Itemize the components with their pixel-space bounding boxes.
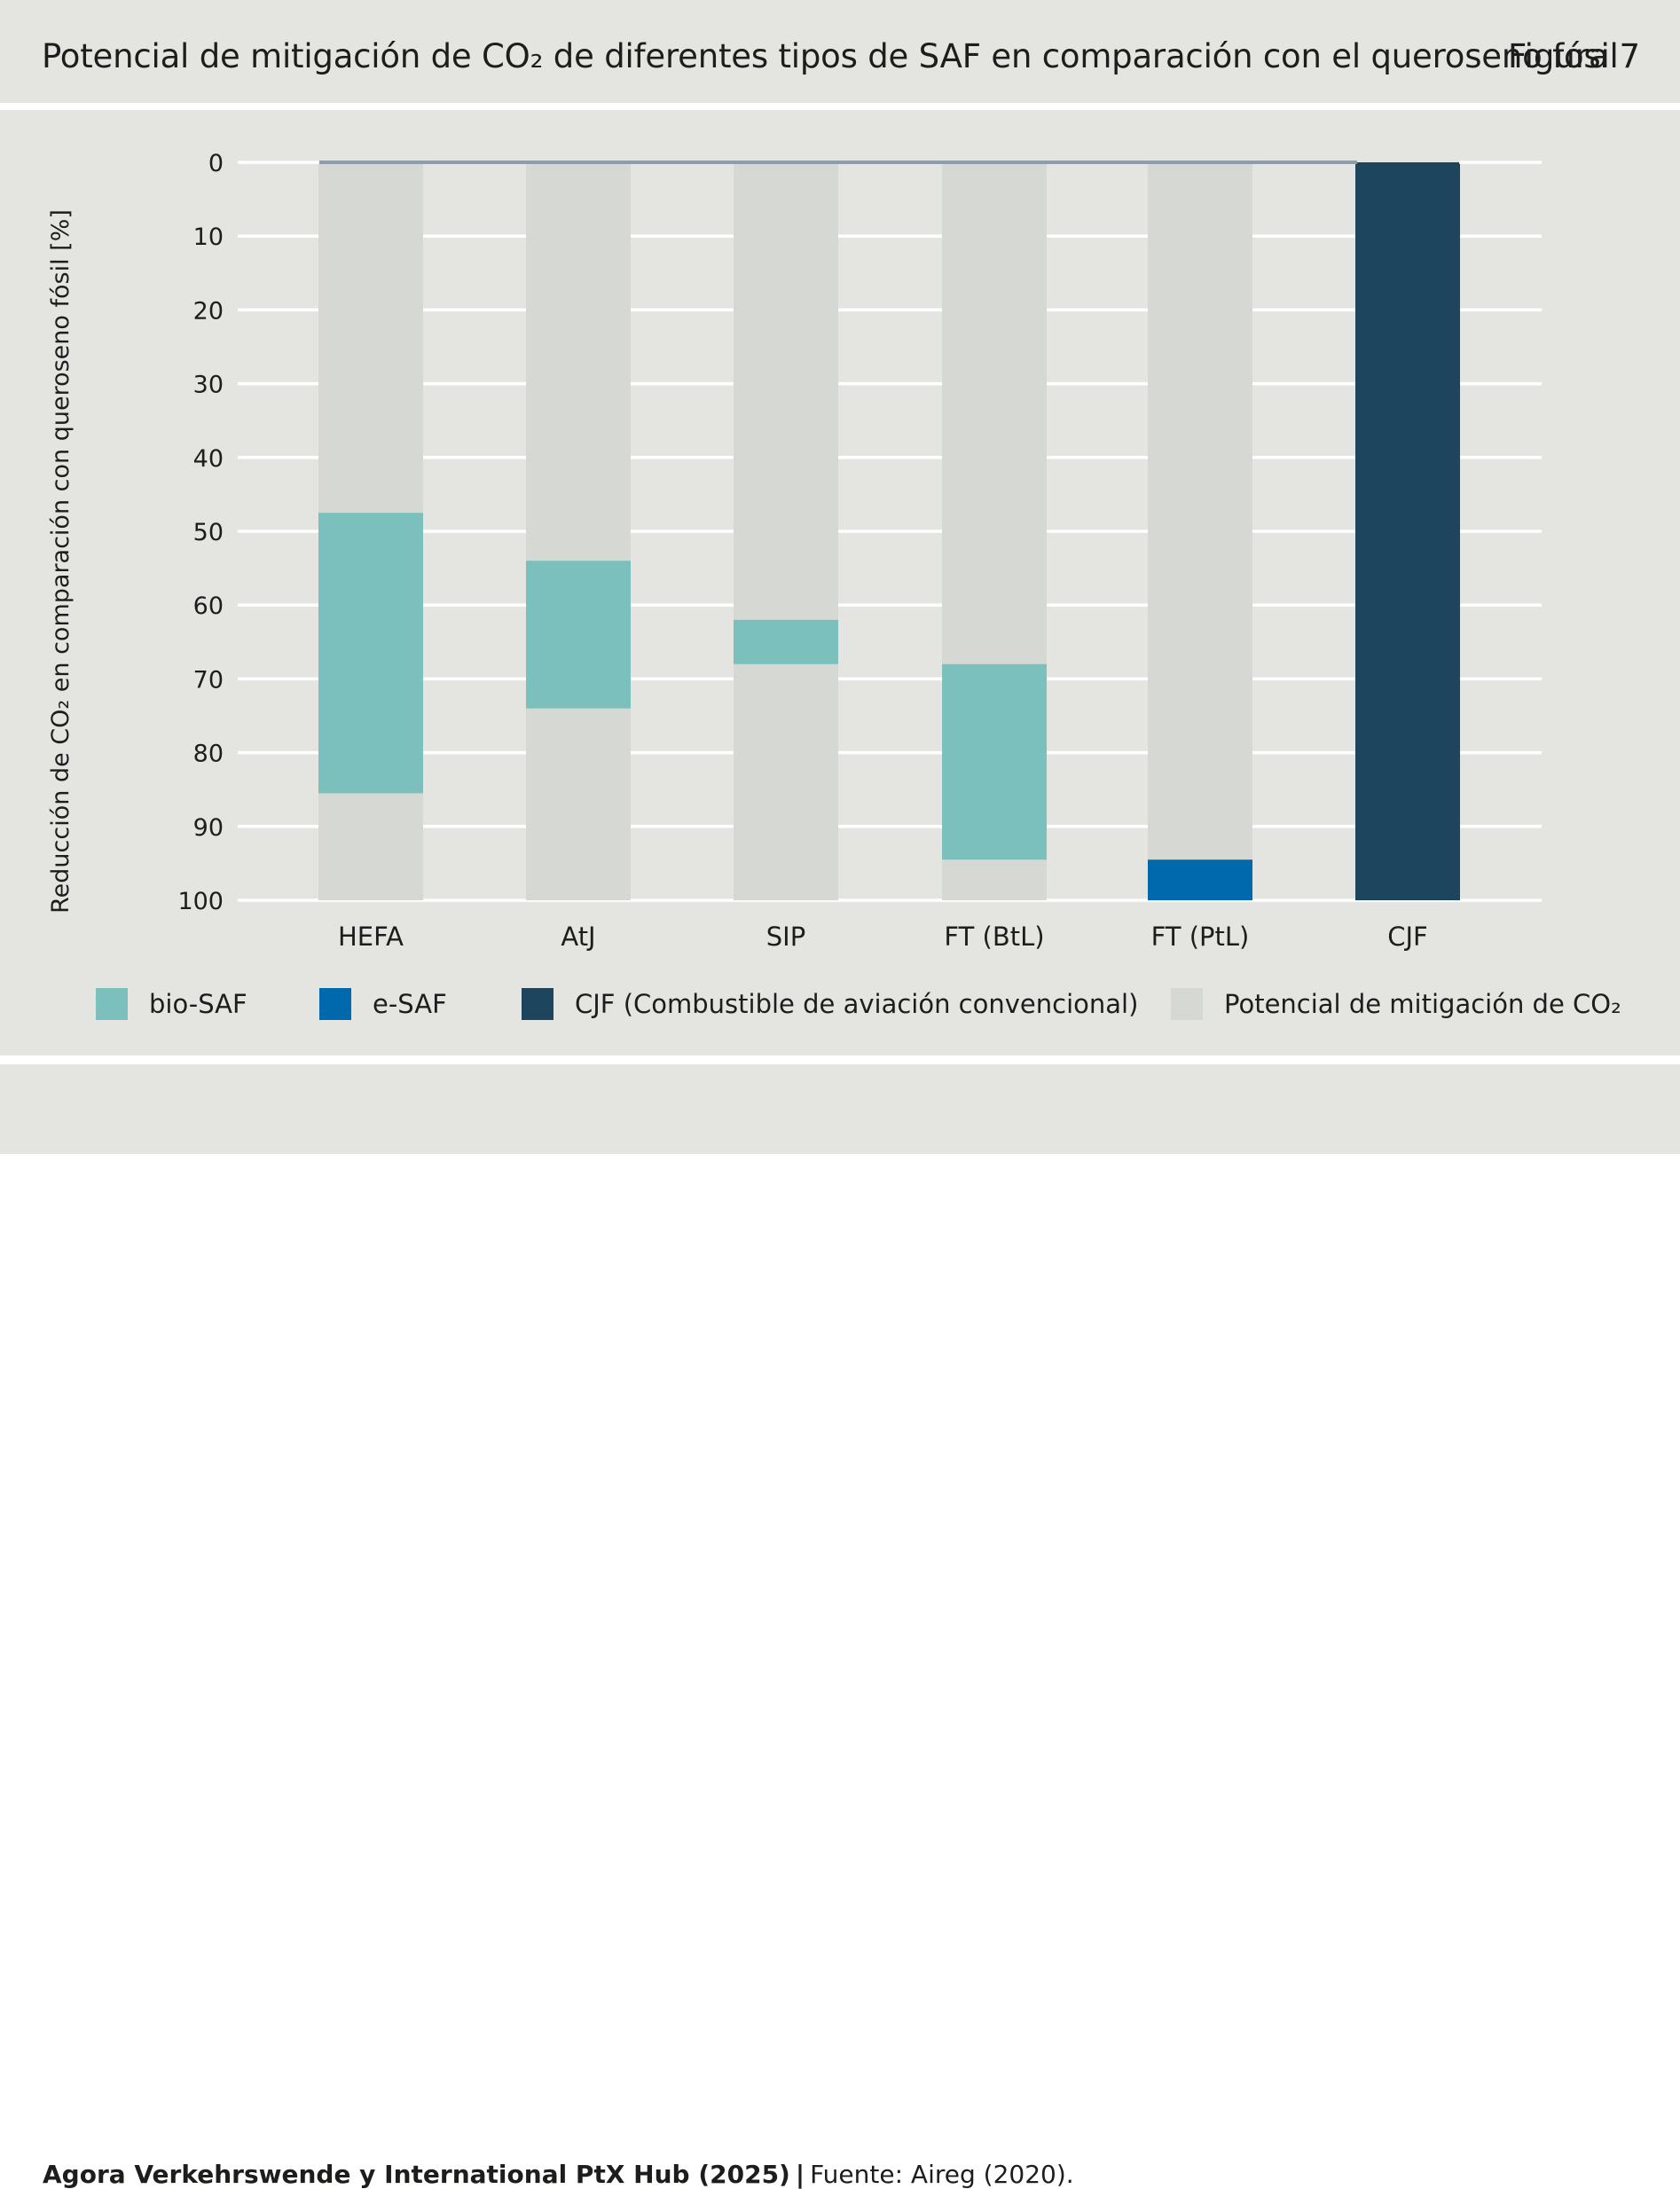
y-tick-label-10: 10 — [193, 224, 224, 251]
legend-label-cjf: CJF (Combustible de aviación convenciona… — [575, 989, 1139, 1019]
x-tick-label-atj: AtJ — [561, 922, 595, 952]
figure-header: Potencial de mitigación de CO₂ de difere… — [0, 0, 1680, 103]
potential-bar-atj — [526, 162, 631, 900]
cjf-combustible-bar-cjf — [1355, 162, 1460, 900]
source-line: Agora Verkehrswende y International PtX … — [43, 2160, 1074, 2189]
legend-swatch-e-saf — [319, 988, 351, 1020]
x-tick-label-sip: SIP — [766, 922, 805, 952]
chart-title: Potencial de mitigación de CO₂ de difere… — [42, 37, 1619, 75]
source-authors: Agora Verkehrswende y International PtX … — [43, 2160, 790, 2189]
potential-bar-ft-ptl — [1148, 162, 1252, 900]
x-tick-label-ft-ptl: FT (PtL) — [1151, 922, 1250, 952]
bio-saf-bar-sip — [734, 619, 838, 664]
legend-swatch-mitigation-potential — [1171, 988, 1203, 1020]
y-tick-label-90: 90 — [193, 814, 224, 842]
y-tick-label-40: 40 — [193, 445, 224, 473]
legend-label-mitigation-potential: Potencial de mitigación de CO₂ — [1224, 989, 1621, 1019]
legend-label-bio-saf: bio-SAF — [149, 989, 247, 1019]
source-reference: Fuente: Aireg (2020). — [810, 2160, 1074, 2189]
y-tick-label-60: 60 — [193, 592, 224, 620]
bio-saf-bar-atj — [526, 561, 631, 709]
figure-label: Figura 7 — [1508, 37, 1640, 75]
figure-footer: Agora Verkehrswende y International PtX … — [0, 1064, 1680, 2189]
source-separator: | — [795, 2160, 805, 2189]
x-tick-label-ft-btl: FT (BtL) — [944, 922, 1044, 952]
legend-swatch-cjf — [522, 988, 553, 1020]
chart-legend: bio-SAF e-SAF CJF (Combustible de aviaci… — [0, 988, 1680, 1024]
x-tick-label-hefa: HEFA — [338, 922, 404, 952]
y-tick-label-20: 20 — [193, 297, 224, 325]
y-tick-label-70: 70 — [193, 666, 224, 694]
legend-label-e-saf: e-SAF — [373, 989, 447, 1019]
x-tick-label-cjf: CJF — [1387, 922, 1427, 952]
bar-chart: 0 10 20 30 40 50 60 70 80 90 100 HEFA AtJ SIP FT (BtL)… — [47, 150, 1542, 952]
e-saf-bar-ft-ptl — [1148, 859, 1252, 900]
potential-bar-sip — [734, 162, 838, 900]
bio-saf-bar-hefa — [318, 513, 423, 794]
legend-item-e-saf: e-SAF — [319, 988, 447, 1020]
bio-saf-bar-ft-btl — [942, 663, 1047, 860]
y-tick-label-50: 50 — [193, 519, 224, 546]
y-tick-label-0: 0 — [208, 150, 224, 177]
legend-item-mitigation-potential: Potencial de mitigación de CO₂ — [1171, 988, 1621, 1020]
legend-swatch-bio-saf — [96, 988, 128, 1020]
legend-item-bio-saf: bio-SAF — [96, 988, 247, 1020]
y-axis-label: Reducción de CO₂ en comparación con quer… — [47, 209, 75, 914]
y-tick-label-100: 100 — [177, 888, 224, 915]
y-tick-label-80: 80 — [193, 741, 224, 768]
legend-item-cjf: CJF (Combustible de aviación convenciona… — [522, 988, 1138, 1020]
y-tick-label-30: 30 — [193, 372, 224, 399]
